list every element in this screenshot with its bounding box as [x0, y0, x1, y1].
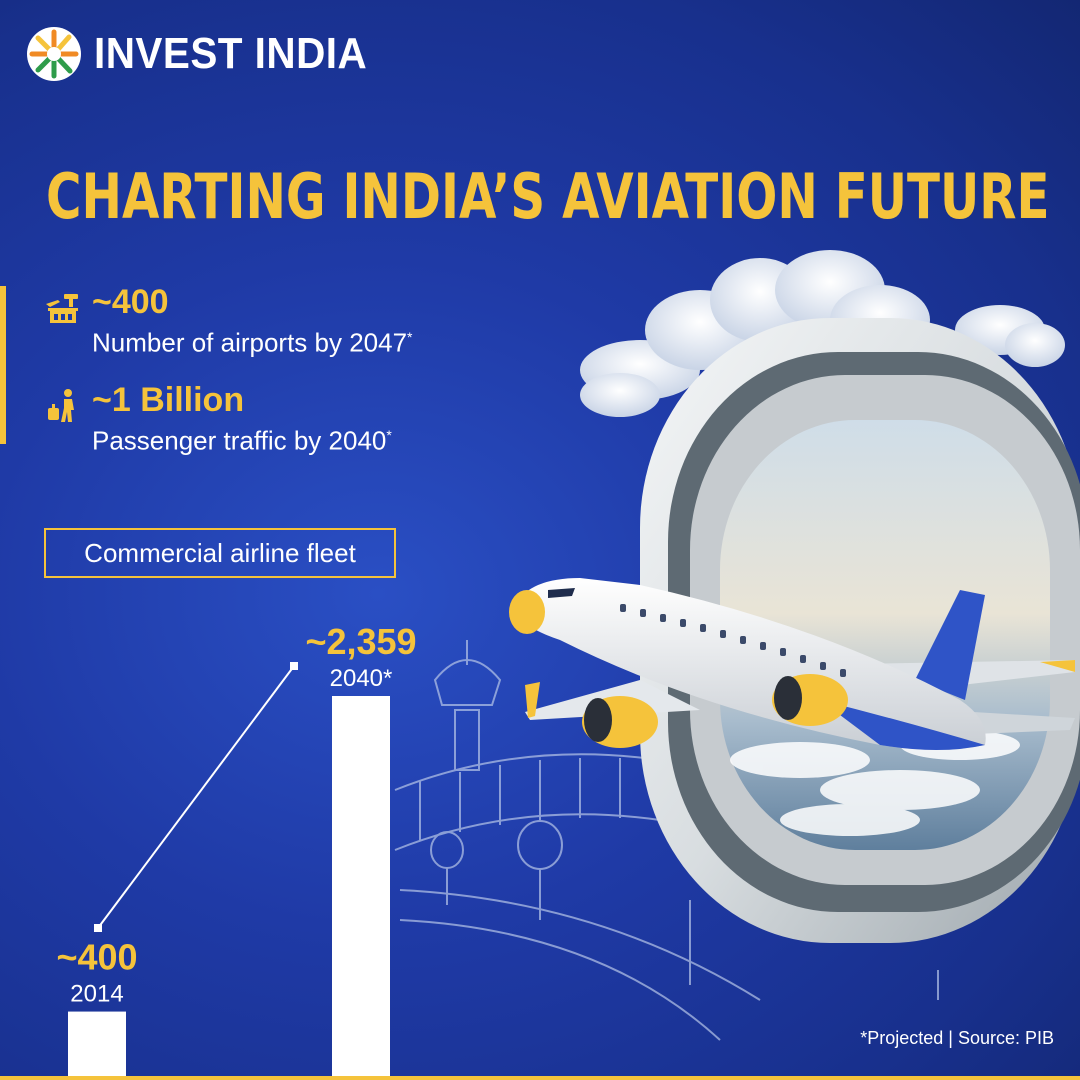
trend-point [290, 662, 298, 670]
airport-sketch [394, 640, 939, 1041]
aircraft-window [640, 318, 1080, 943]
bottom-accent [0, 1076, 1080, 1080]
stat-value: ~1 Billion [92, 381, 245, 419]
category-label: 2040* [330, 665, 393, 692]
fleet-bar-0 [68, 1011, 126, 1076]
page-title: CHARTING INDIA’S AVIATION FUTURE [46, 160, 1050, 233]
stat-value: ~400 [92, 283, 169, 321]
accent-bar [0, 286, 6, 444]
stat-passengers: ~1 Billion Passenger traffic by 2040* [44, 382, 392, 458]
chart-title: Commercial airline fleet [44, 528, 396, 578]
category-label: 2014 [70, 981, 123, 1008]
airport-icon [46, 294, 78, 323]
stat-airports: ~400 Number of airports by 2047* [44, 284, 413, 360]
airplane-illustration [509, 578, 1075, 750]
fleet-bar-1 [332, 696, 390, 1076]
sun-wheel-icon [27, 27, 81, 81]
source-note: *Projected | Source: PIB [860, 1028, 1054, 1048]
value-label: ~2,359 [305, 621, 416, 662]
stat-label: Number of airports by 2047* [92, 327, 413, 358]
stat-label: Passenger traffic by 2040* [92, 425, 392, 456]
value-label: ~400 [56, 937, 137, 978]
brand-logo: INVEST INDIA [26, 26, 391, 82]
trend-line [97, 665, 295, 929]
traveler-icon [48, 389, 74, 422]
trend-point [94, 924, 102, 932]
brand-name: INVEST INDIA [94, 29, 368, 78]
